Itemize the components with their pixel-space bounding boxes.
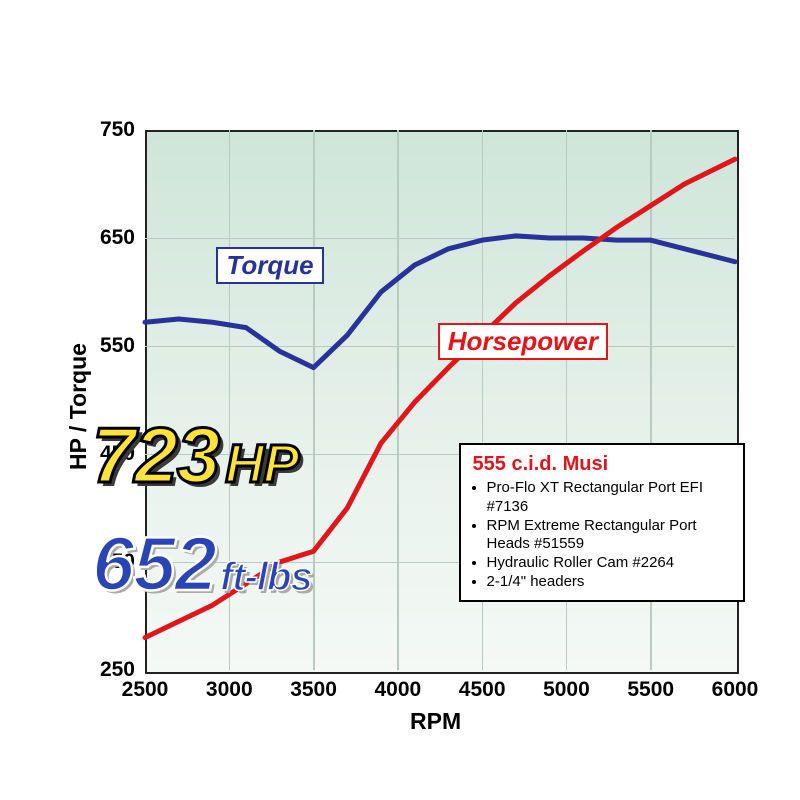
horsepower-label-box: Horsepower bbox=[438, 323, 608, 360]
info-list: Pro-Flo XT Rectangular Port EFI #7136RPM… bbox=[473, 479, 733, 592]
hp-value: 723 bbox=[92, 411, 219, 499]
horsepower-label-text: Horsepower bbox=[448, 326, 598, 356]
torque-label-text: Torque bbox=[226, 250, 313, 280]
info-item: RPM Extreme Rectangular Port Heads #5155… bbox=[487, 517, 733, 555]
tq-value: 652 bbox=[92, 522, 216, 607]
torque-label-box: Torque bbox=[216, 247, 323, 284]
hp-unit: HP bbox=[225, 434, 298, 494]
chart-lines bbox=[0, 0, 800, 800]
tq-big-stat: 652ft-lbs bbox=[92, 521, 312, 608]
hp-big-stat: 723HP bbox=[92, 410, 298, 501]
info-item: 2-1/4" headers bbox=[487, 573, 733, 592]
info-item: Pro-Flo XT Rectangular Port EFI #7136 bbox=[487, 479, 733, 517]
info-item: Hydraulic Roller Cam #2264 bbox=[487, 554, 733, 573]
info-title: 555 c.i.d. Musi bbox=[473, 453, 733, 476]
info-box: 555 c.i.d. Musi Pro-Flo XT Rectangular Po… bbox=[459, 443, 745, 602]
tq-unit: ft-lbs bbox=[220, 555, 312, 599]
